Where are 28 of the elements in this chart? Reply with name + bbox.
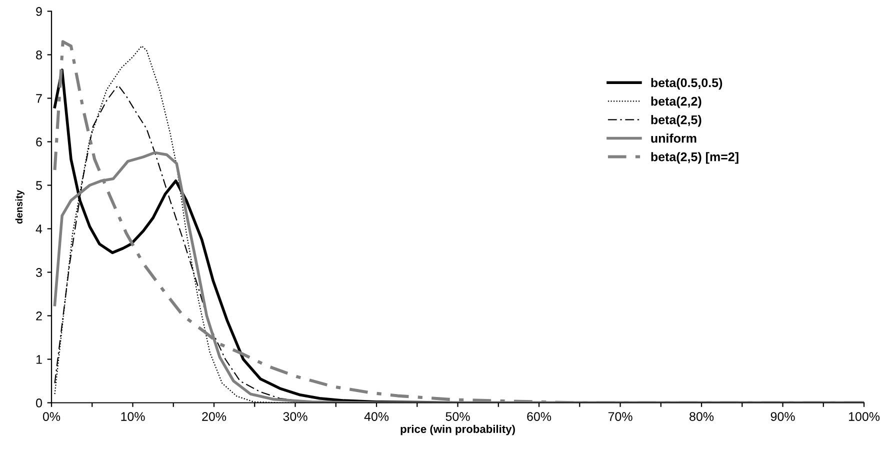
x-tick-label: 50%: [446, 412, 470, 421]
legend-label: uniform: [651, 134, 696, 143]
x-tick-label: 90%: [770, 412, 795, 421]
x-tick-label: 70%: [608, 412, 632, 421]
y-tick-label: 5: [36, 181, 42, 190]
x-tick-label: 30%: [283, 412, 308, 421]
x-tick-label: 10%: [121, 412, 145, 421]
y-tick-label: 4: [36, 224, 42, 234]
x-tick-label: 40%: [364, 412, 389, 421]
x-tick-label: 20%: [202, 412, 226, 421]
legend-label: beta(0.5,0.5): [651, 78, 722, 90]
y-tick-label: 7: [36, 94, 42, 103]
x-axis-title: price (win probability): [400, 424, 515, 436]
y-axis-title: density: [15, 190, 24, 224]
x-tick-label: 100%: [848, 412, 880, 421]
y-tick-label: 3: [36, 268, 42, 277]
y-tick-label: 0: [36, 398, 42, 408]
x-tick-label: 60%: [527, 412, 552, 421]
y-tick-label: 2: [36, 312, 42, 320]
legend-label: beta(2,5) [m=2]: [651, 152, 738, 164]
legend-label: beta(2,2): [651, 96, 702, 108]
legend-label: beta(2,5): [651, 115, 702, 127]
x-tick-label: 0%: [42, 412, 60, 421]
x-tick-label: 80%: [690, 412, 714, 421]
y-tick-label: 1: [36, 355, 42, 364]
y-tick-label: 9: [36, 7, 42, 16]
y-tick-label: 6: [36, 138, 42, 146]
y-tick-label: 8: [36, 50, 42, 60]
